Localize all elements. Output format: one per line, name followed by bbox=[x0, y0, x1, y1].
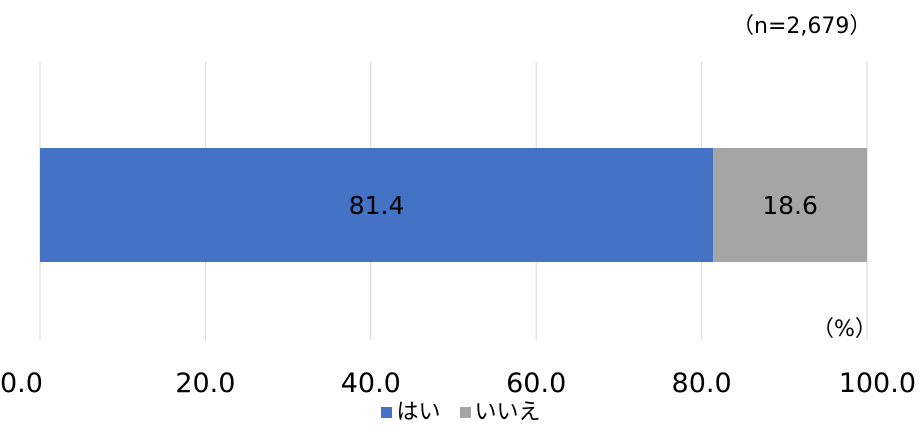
bar-segment-no bbox=[713, 148, 867, 262]
sample-size-note: （n=2,679） bbox=[732, 14, 872, 39]
data-label: 18.6 bbox=[762, 191, 818, 220]
legend: はい いいえ bbox=[0, 394, 922, 426]
legend-label-yes: はい bbox=[396, 400, 441, 425]
legend-item-no: いいえ bbox=[459, 394, 541, 426]
x-tick-label: 0.0 bbox=[0, 368, 43, 399]
x-tick-label: 60.0 bbox=[506, 368, 566, 399]
x-tick-label: 40.0 bbox=[341, 368, 401, 399]
x-tick-label: 20.0 bbox=[175, 368, 235, 399]
data-label: 81.4 bbox=[349, 191, 405, 220]
legend-label-no: いいえ bbox=[474, 400, 541, 425]
legend-swatch-no bbox=[459, 407, 471, 418]
legend-swatch-yes bbox=[381, 407, 393, 418]
unit-note: （%） bbox=[812, 317, 877, 342]
x-tick-label: 80.0 bbox=[672, 368, 732, 399]
bar-segment-yes bbox=[40, 148, 714, 262]
x-tick-label: 100.0 bbox=[839, 368, 916, 399]
legend-item-yes: はい bbox=[381, 394, 441, 426]
